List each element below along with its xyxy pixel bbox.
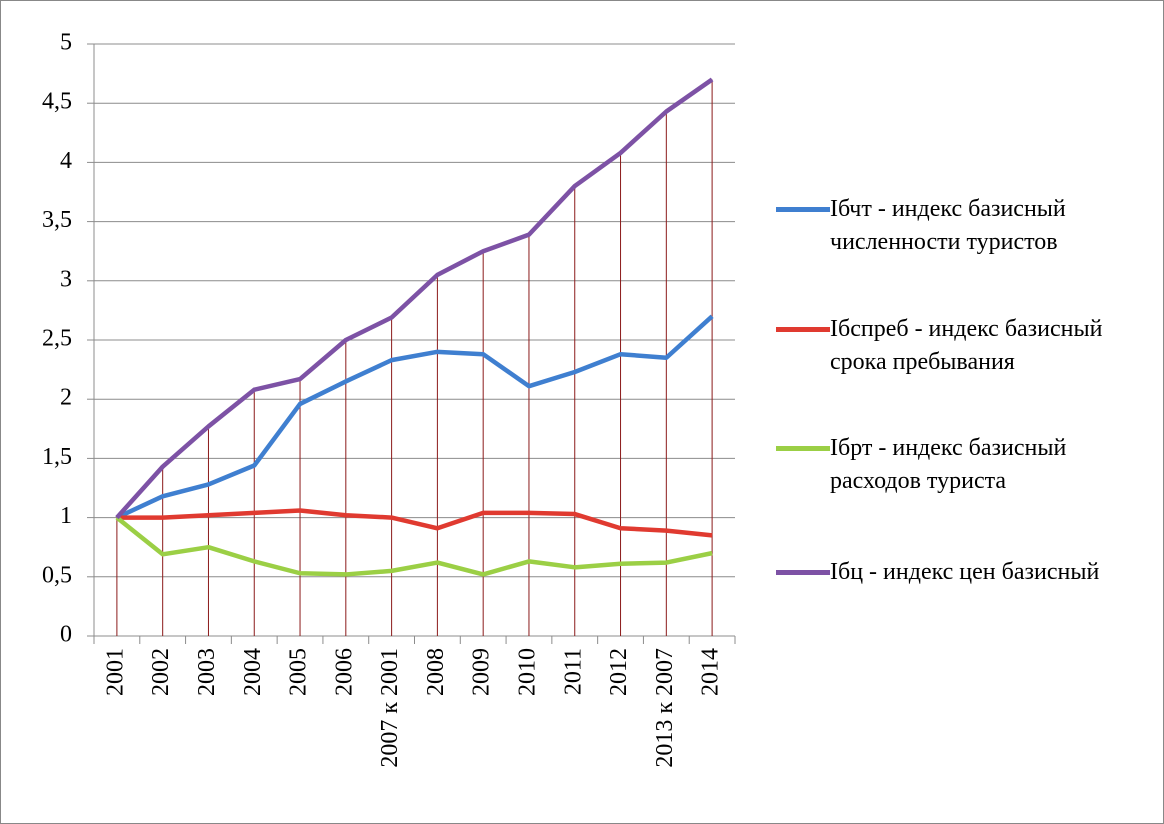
x-tick-label: 2008 (423, 648, 449, 696)
y-tick-label: 3,5 (42, 207, 72, 233)
series-line (115, 314, 714, 520)
x-tick-label: 2010 (514, 648, 540, 696)
y-tick-label: 0,5 (42, 562, 72, 588)
y-tick-label: 4,5 (42, 89, 72, 115)
legend-swatch (776, 446, 830, 451)
legend-swatch (776, 327, 830, 332)
legend-label: Iбрт - индекс базисный расходов туриста (830, 435, 1067, 494)
x-tick-label: 2005 (286, 648, 312, 696)
legend-entry: Iбспреб - индекс базисный срока пребыван… (776, 313, 1156, 379)
x-tick-label: 2012 (606, 648, 632, 696)
x-tick-label: 2004 (240, 648, 266, 696)
legend-entry: Iбрт - индекс базисный расходов туриста (776, 432, 1156, 498)
legend-swatch (776, 570, 830, 575)
y-tick-label: 2 (60, 385, 72, 411)
series-line (116, 508, 713, 538)
y-tick-label: 5 (60, 30, 72, 56)
y-tick-label: 4 (60, 148, 72, 174)
series-line (115, 515, 713, 577)
legend-label: Iбц - индекс цен базисный (830, 559, 1100, 585)
x-tick-label: 2001 (102, 648, 128, 696)
y-tick-label: 0 (60, 622, 72, 648)
x-tick-label: 2006 (331, 648, 357, 696)
y-tick-label: 1 (60, 503, 72, 529)
legend-label: Iбспреб - индекс базисный срока пребыван… (830, 316, 1103, 375)
legend-label: Iбчт - индекс базисный численности турис… (830, 196, 1066, 255)
x-tick-label: 2011 (560, 648, 586, 695)
y-tick-label: 1,5 (42, 444, 72, 470)
series-line (115, 77, 714, 520)
y-tick-label: 2,5 (42, 326, 72, 352)
y-tick-label: 3 (60, 266, 72, 292)
legend-entry: Iбчт - индекс базисный численности турис… (776, 193, 1156, 259)
x-tick-label: 2003 (194, 648, 220, 696)
x-tick-label: 2007 к 2001 (377, 648, 403, 768)
x-tick-label: 2002 (148, 648, 174, 696)
x-tick-label: 2014 (698, 648, 724, 696)
x-tick-label: 2013 к 2007 (652, 648, 678, 768)
legend-swatch (776, 207, 830, 212)
legend-entry: Iбц - индекс цен базисный (776, 556, 1156, 589)
x-tick-label: 2009 (469, 648, 495, 696)
